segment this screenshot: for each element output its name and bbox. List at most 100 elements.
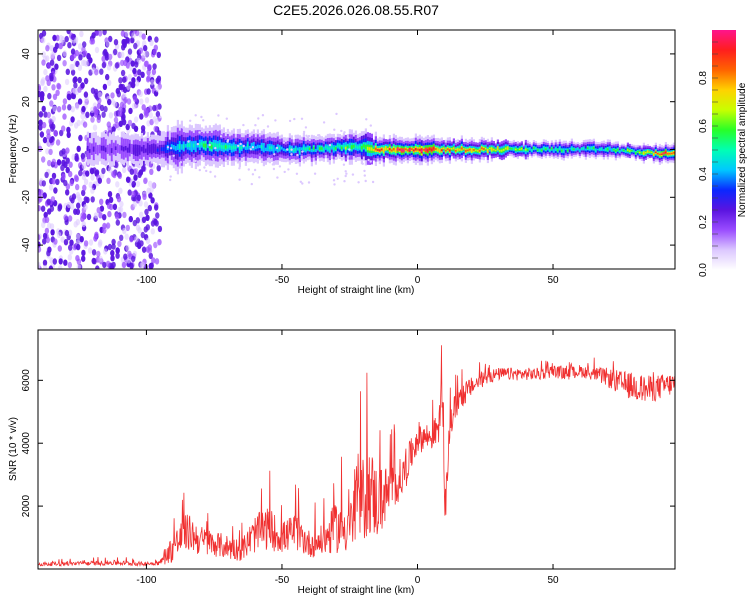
noise-blob [38, 145, 43, 152]
sparse-dot [322, 121, 326, 124]
noise-blob [147, 204, 152, 212]
noise-blob [92, 124, 98, 131]
spectrogram-cell [592, 147, 595, 150]
noise-blob [55, 139, 61, 146]
noise-blob [51, 115, 56, 123]
spectrogram-cell [176, 144, 179, 150]
noise-blob [70, 48, 76, 55]
spectrogram-cell [184, 143, 187, 148]
sparse-dot [363, 174, 366, 177]
spectrogram-cell [246, 144, 249, 148]
spectrogram-cell [306, 147, 309, 150]
sparse-dot [189, 119, 192, 123]
noise-blob [111, 170, 116, 178]
noise-blob [113, 116, 119, 124]
noise-blob [49, 72, 54, 80]
spectrogram-cell [500, 149, 503, 152]
spectrogram-cell [292, 149, 295, 152]
noise-blob [114, 161, 119, 168]
noise-blob [134, 61, 139, 68]
spectrogram-cell [234, 146, 237, 150]
noise-blob [142, 40, 147, 47]
spectrogram-cell [656, 153, 659, 155]
noise-blob [128, 215, 133, 223]
noise-blob [137, 242, 142, 249]
noise-blob [124, 233, 129, 240]
noise-blob [147, 244, 152, 251]
noise-blob [96, 207, 101, 214]
spectrogram-cell [498, 149, 501, 152]
spectrogram-cell [418, 148, 421, 152]
spectrogram-cell [210, 144, 213, 149]
sparse-dot [227, 131, 230, 134]
spectrogram-cell [316, 146, 319, 149]
noise-blob [134, 80, 140, 87]
noise-blob [107, 210, 112, 218]
sparse-dot [266, 125, 270, 128]
spectrogram-cell [300, 147, 303, 150]
spectrogram-cell [398, 148, 401, 151]
noise-blob [38, 90, 42, 98]
noise-blob [67, 93, 72, 101]
noise-blob [113, 39, 119, 46]
noise-blob [76, 145, 81, 152]
noise-blob [48, 265, 54, 269]
sparse-dot [251, 173, 255, 176]
noise-blob [89, 38, 94, 45]
sparse-dot [238, 167, 241, 170]
spectrogram-cell [444, 149, 447, 152]
spectrogram-cell [130, 146, 133, 152]
spectrogram-cell [510, 148, 513, 150]
noise-blob [40, 205, 46, 212]
noise-blob [82, 41, 87, 48]
sparse-dot [196, 142, 200, 146]
spectrogram-cell [488, 147, 491, 150]
noise-blob [131, 190, 136, 198]
noise-blob [71, 193, 77, 200]
spectrogram-cell [474, 149, 477, 152]
noise-blob [49, 100, 54, 107]
noise-blob [58, 258, 63, 265]
sparse-dot [343, 131, 346, 134]
noise-blob [91, 32, 96, 39]
spectrogram-cell [600, 148, 603, 150]
spectrogram-cell [362, 144, 365, 148]
noise-blob [118, 83, 123, 91]
noise-blob [148, 105, 153, 112]
sparse-dot [300, 117, 304, 121]
noise-blob [68, 161, 73, 168]
spectrogram-cell [526, 149, 529, 152]
noise-blob [150, 220, 156, 227]
sparse-dot [276, 132, 279, 135]
noise-blob [137, 171, 142, 178]
spectrogram-cell [266, 146, 269, 150]
noise-blob [97, 30, 103, 37]
spectrogram-cell [204, 143, 207, 148]
noise-blob [140, 261, 146, 268]
noise-blob [133, 174, 138, 181]
spectrogram-cell [568, 147, 571, 150]
spectrogram-cell [486, 150, 489, 152]
spectrogram-cell [112, 146, 115, 152]
spectrogram-cell [244, 146, 247, 150]
sparse-dot [210, 162, 213, 165]
spectrogram-cell [374, 147, 377, 151]
noise-blob [42, 265, 48, 269]
noise-blob [153, 125, 158, 133]
spectrogram-cell [366, 146, 369, 151]
noise-blob [65, 189, 70, 196]
noise-blob [109, 265, 115, 269]
sparse-dot [208, 143, 211, 147]
spectrogram-cell [584, 148, 587, 151]
spectrogram-ylabel: Frequency (Hz) [8, 115, 19, 184]
sparse-dot [369, 160, 372, 163]
spectrogram-cell [548, 149, 551, 152]
noise-blob [155, 77, 160, 84]
noise-blob [76, 243, 81, 251]
noise-blob [90, 187, 95, 194]
noise-blob [144, 50, 150, 58]
spectrogram-cell [238, 146, 241, 151]
noise-blob [152, 48, 157, 56]
spectrogram-cell [340, 146, 343, 150]
sparse-dot [169, 178, 172, 182]
